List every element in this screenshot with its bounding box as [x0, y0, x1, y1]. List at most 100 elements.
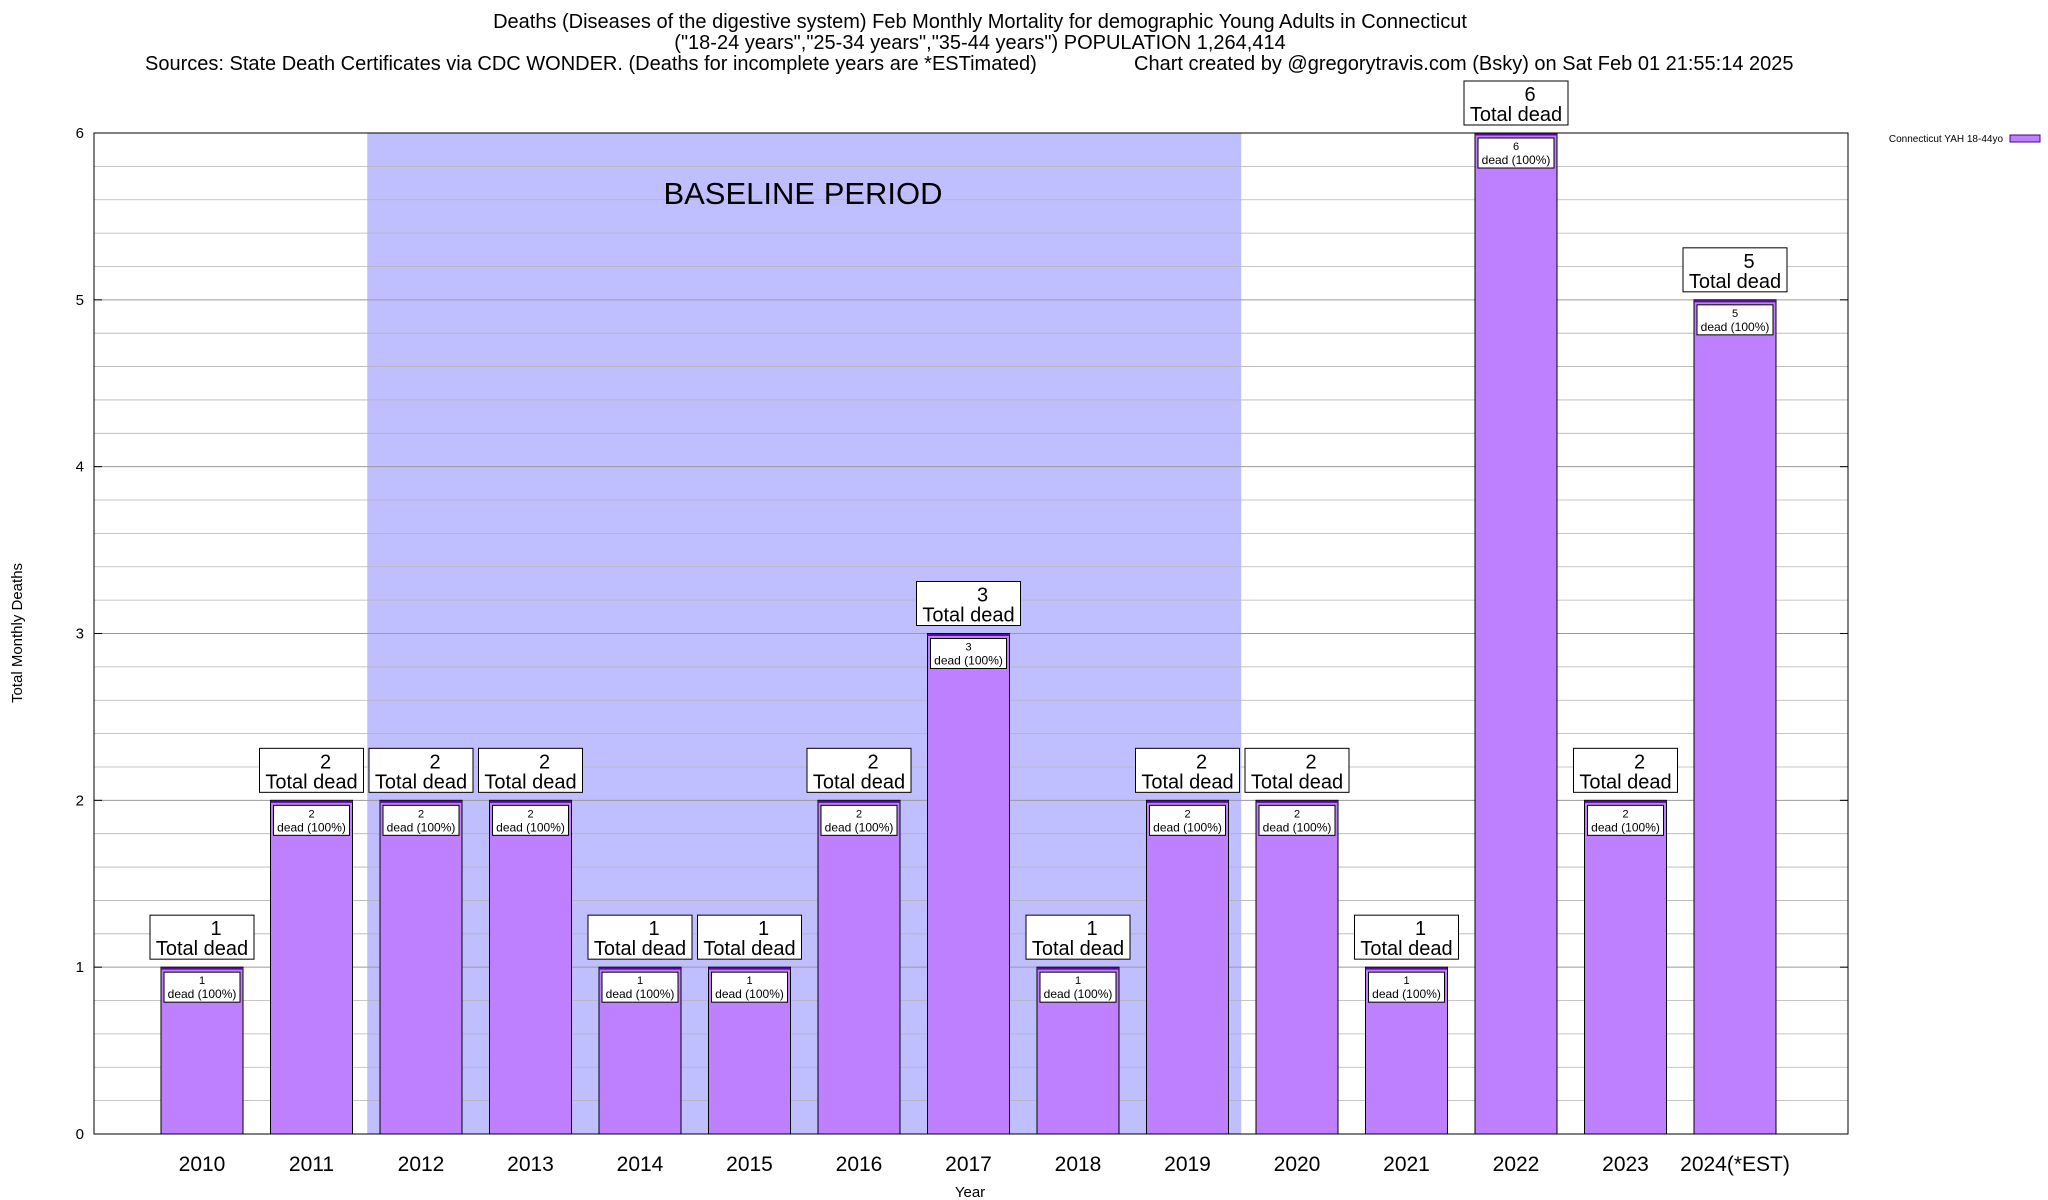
total-label-box — [1244, 747, 1350, 793]
inner-percent-label: dead (100%) — [1044, 987, 1113, 1001]
total-dead-label: Total dead — [156, 938, 248, 960]
total-label-box — [1354, 914, 1459, 960]
inner-count-label: 2 — [308, 808, 314, 820]
inner-count-label: 1 — [1075, 975, 1081, 987]
total-dead-label: Total dead — [375, 771, 467, 793]
inner-count-label: 2 — [1184, 808, 1190, 820]
total-label-box — [1025, 914, 1131, 960]
inner-percent-label: dead (100%) — [934, 654, 1003, 668]
inner-label-box — [601, 971, 679, 1003]
inner-count-label: 1 — [746, 975, 752, 987]
inner-label-box — [930, 638, 1007, 669]
legend-entry-label: Connecticut YAH 18-44yo — [1889, 134, 2004, 145]
inner-label-box — [1477, 137, 1555, 169]
inner-percent-label: dead (100%) — [168, 987, 237, 1001]
bar — [489, 799, 572, 1135]
total-dead-label: Total dead — [1470, 104, 1562, 126]
inner-label-box — [382, 804, 460, 836]
total-label-box — [1463, 80, 1569, 126]
total-label-box — [478, 747, 583, 793]
x-tick-label: 2016 — [836, 1153, 883, 1176]
x-tick-label: 2017 — [945, 1153, 992, 1176]
inner-label-box — [1258, 804, 1336, 836]
x-axis-title: Year — [955, 1184, 985, 1200]
total-dead-label: Total dead — [1251, 771, 1343, 793]
total-count-label: 1 — [1415, 918, 1426, 940]
total-dead-label: Total dead — [594, 938, 686, 960]
inner-count-label: 1 — [199, 975, 205, 987]
bar — [270, 799, 353, 1135]
inner-percent-label: dead (100%) — [1591, 820, 1660, 834]
x-tick-label: 2018 — [1055, 1153, 1102, 1176]
total-count-label: 2 — [539, 751, 550, 773]
x-tick-label: 2019 — [1164, 1153, 1211, 1176]
x-tick-label: 2010 — [179, 1153, 226, 1176]
total-dead-label: Total dead — [703, 938, 795, 960]
total-label-box — [1682, 247, 1788, 293]
inner-count-label: 1 — [1403, 975, 1409, 987]
inner-count-label: 2 — [1622, 808, 1628, 820]
x-tick-label: 2014 — [617, 1153, 664, 1176]
bar — [1693, 299, 1777, 1135]
sources-row: Sources: State Death Certificates via CD… — [0, 54, 1960, 76]
chart-subtitle: ("18-24 years","25-34 years","35-44 year… — [674, 32, 1286, 54]
total-count-label: 2 — [1305, 751, 1316, 773]
x-tick-label: 2012 — [398, 1153, 445, 1176]
total-count-label: 1 — [210, 918, 221, 940]
bar — [927, 633, 1010, 1135]
x-tick-label: 2021 — [1383, 1153, 1430, 1176]
inner-percent-label: dead (100%) — [715, 987, 784, 1001]
total-dead-label: Total dead — [265, 771, 357, 793]
total-dead-label: Total dead — [484, 771, 576, 793]
x-tick-label: 2023 — [1602, 1153, 1649, 1176]
y-tick-label: 3 — [76, 626, 84, 643]
inner-count-label: 1 — [637, 975, 643, 987]
inner-label-box — [1039, 971, 1117, 1003]
inner-label-box — [273, 804, 350, 836]
inner-count-label: 2 — [1294, 808, 1300, 820]
total-label-box — [1573, 747, 1678, 793]
total-count-label: 1 — [1086, 918, 1097, 940]
y-tick-label: 6 — [76, 125, 84, 142]
total-label-box — [697, 914, 802, 960]
total-count-label: 2 — [1196, 751, 1207, 773]
total-count-label: 6 — [1524, 84, 1535, 106]
inner-percent-label: dead (100%) — [1482, 153, 1551, 167]
total-label-box — [916, 581, 1021, 626]
y-tick-label: 5 — [76, 292, 84, 309]
inner-percent-label: dead (100%) — [1701, 320, 1770, 334]
inner-label-box — [492, 804, 569, 836]
total-label-box — [587, 914, 693, 960]
inner-label-box — [1587, 804, 1664, 836]
total-dead-label: Total dead — [813, 771, 905, 793]
inner-count-label: 2 — [856, 808, 862, 820]
total-count-label: 1 — [648, 918, 659, 940]
total-count-label: 3 — [977, 585, 988, 607]
total-count-label: 2 — [1634, 751, 1645, 773]
inner-percent-label: dead (100%) — [606, 987, 675, 1001]
total-label-box — [806, 747, 912, 793]
chart-title: Deaths (Diseases of the digestive system… — [493, 11, 1467, 33]
total-count-label: 5 — [1743, 251, 1754, 273]
sources-note: Sources: State Death Certificates via CD… — [145, 53, 1037, 75]
legend: Connecticut YAH 18-44yo — [1889, 134, 2041, 145]
bar — [1255, 799, 1339, 1135]
chart-title-block: Deaths (Diseases of the digestive system… — [0, 12, 1960, 76]
total-count-label: 2 — [867, 751, 878, 773]
inner-label-box — [1368, 971, 1445, 1003]
inner-label-box — [711, 971, 788, 1003]
inner-count-label: 6 — [1513, 141, 1519, 153]
